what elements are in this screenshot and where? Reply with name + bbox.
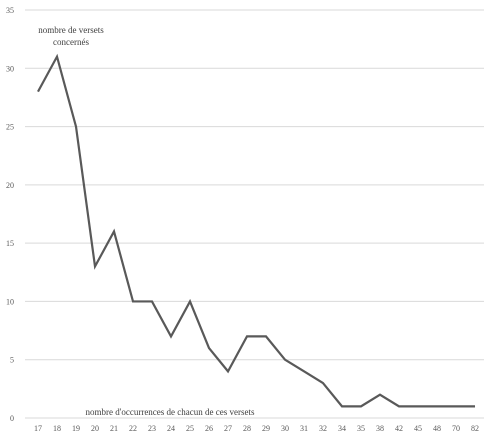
x-tick-label: 42: [395, 424, 403, 432]
x-tick-label: 48: [433, 424, 441, 432]
x-tick-label: 45: [414, 424, 422, 432]
y-tick-label: 10: [6, 297, 14, 306]
x-tick-label: 28: [243, 424, 251, 432]
x-axis-title: nombre d'occurrences de chacun de ces ve…: [85, 407, 255, 417]
y-tick-label: 35: [6, 6, 14, 15]
x-tick-label: 31: [300, 424, 308, 432]
y-tick-label: 25: [6, 123, 14, 132]
y-axis-title-line1: nombre de versets: [38, 25, 104, 35]
x-tick-label: 82: [471, 424, 479, 432]
y-axis-ticks: 0 5 10 15 20 25 30 35: [6, 6, 14, 423]
x-tick-label: 32: [319, 424, 327, 432]
x-tick-label: 70: [452, 424, 460, 432]
x-tick-label: 34: [338, 424, 346, 432]
x-tick-label: 29: [262, 424, 270, 432]
x-axis-ticks: 17 18 19 20 21 22 23 24 25 26 27 28 29 30 31 32 34 35 38 42…: [34, 424, 479, 432]
x-tick-label: 22: [129, 424, 137, 432]
y-tick-label: 30: [6, 64, 14, 73]
y-axis-title-line2: concernés: [53, 37, 89, 47]
x-tick-label: 38: [376, 424, 384, 432]
x-tick-label: 19: [72, 424, 80, 432]
x-tick-label: 21: [110, 424, 118, 432]
x-tick-label: 23: [148, 424, 156, 432]
series-line-0: [37, 53, 475, 408]
y-tick-label: 0: [10, 414, 14, 423]
x-tick-label: 17: [34, 424, 42, 432]
x-tick-label: 35: [357, 424, 365, 432]
y-tick-label: 5: [10, 356, 14, 365]
gridlines: [25, 9, 484, 419]
y-tick-label: 20: [6, 181, 14, 190]
x-tick-label: 18: [53, 424, 61, 432]
x-tick-label: 25: [186, 424, 194, 432]
y-tick-label: 15: [6, 239, 14, 248]
x-tick-label: 26: [205, 424, 213, 432]
x-tick-label: 20: [91, 424, 99, 432]
x-tick-label: 24: [167, 424, 175, 432]
x-tick-label: 30: [281, 424, 289, 432]
series-layer: [37, 53, 476, 408]
x-tick-label: 27: [224, 424, 232, 432]
